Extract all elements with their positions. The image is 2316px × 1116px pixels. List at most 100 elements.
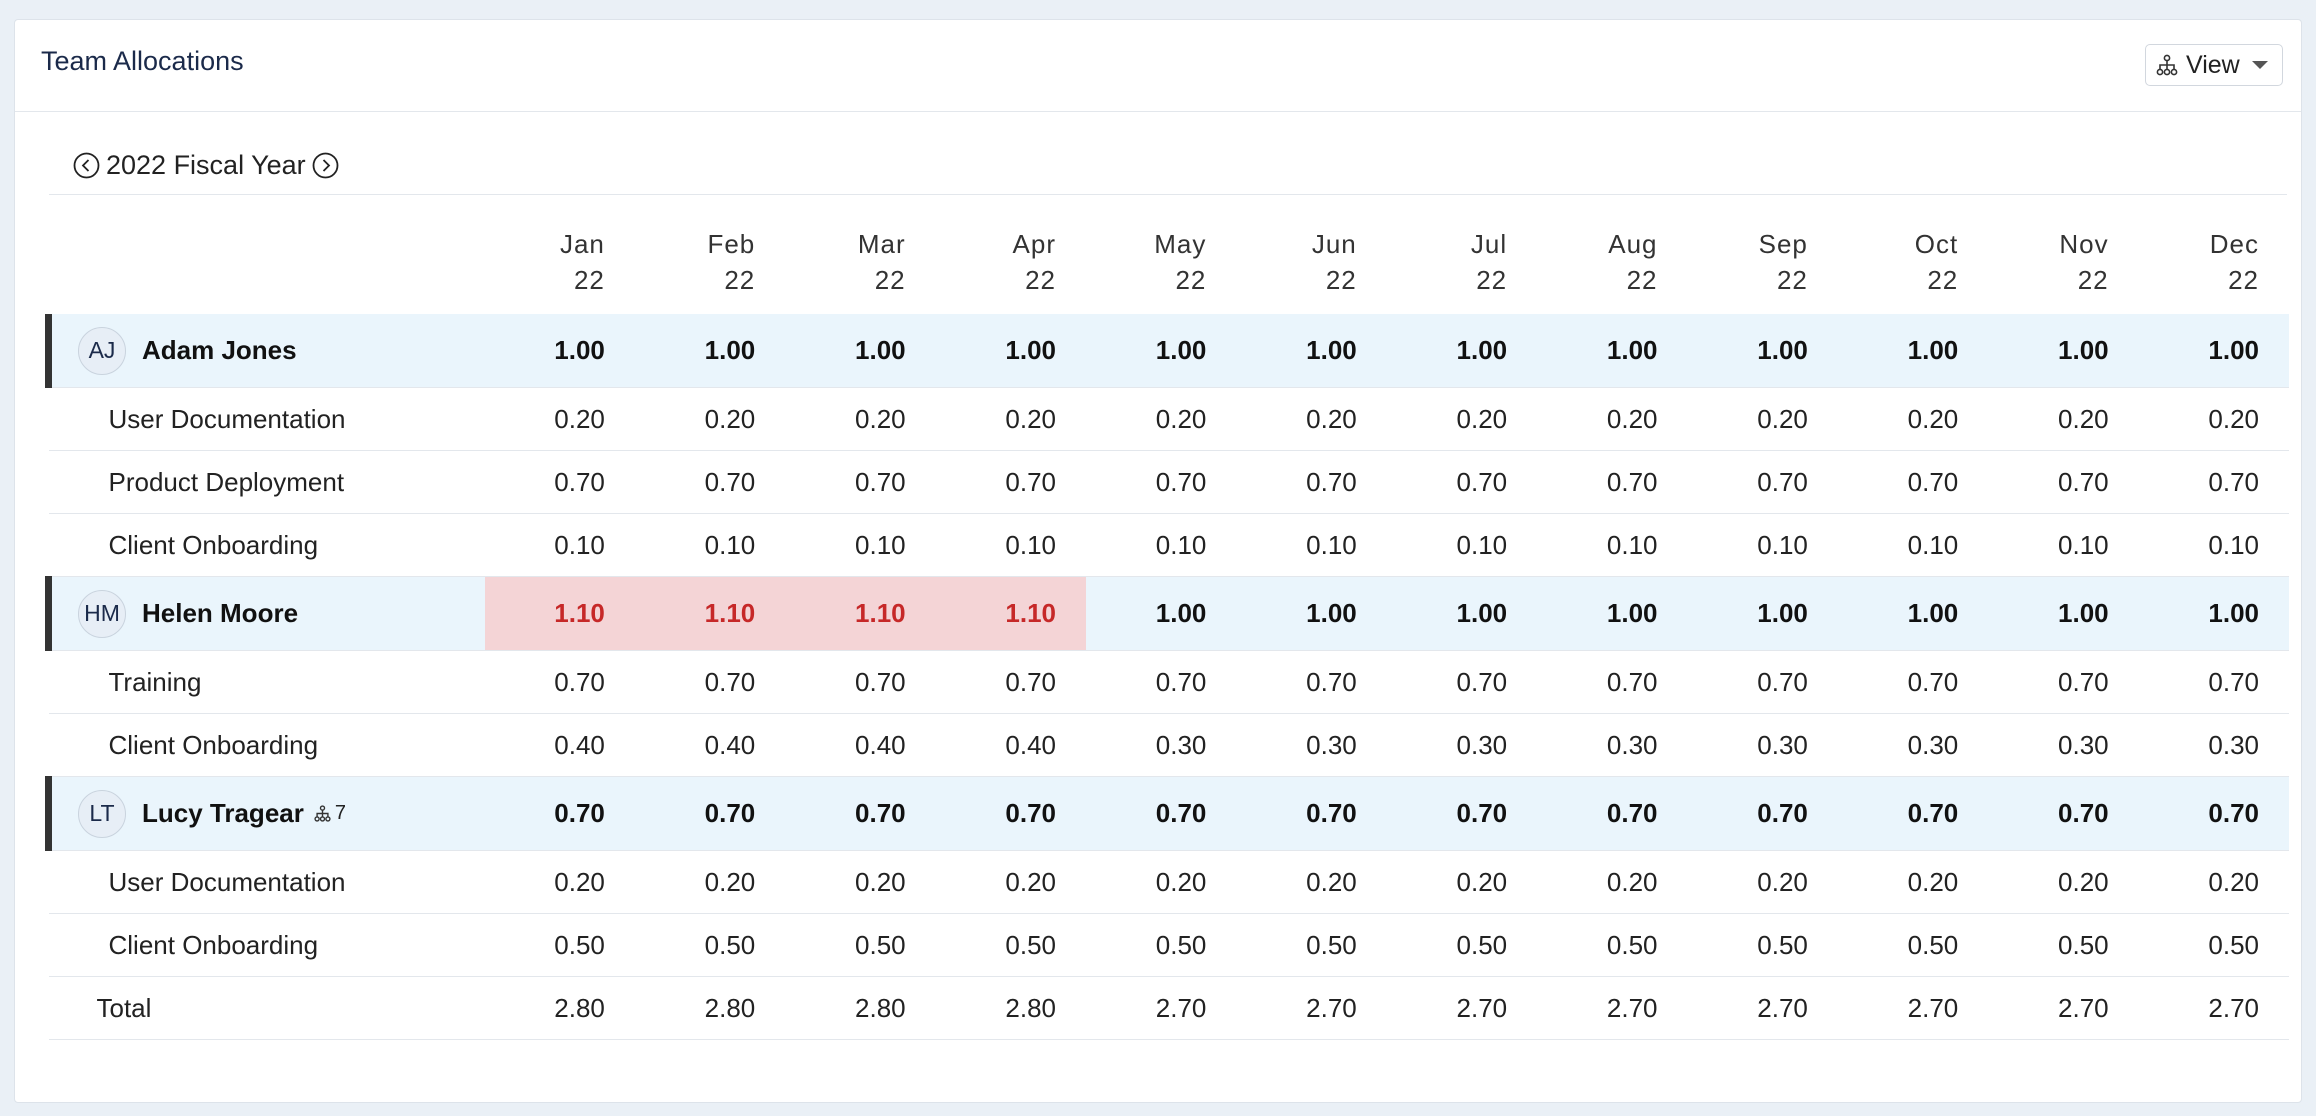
allocation-cell: 0.10 bbox=[1988, 513, 2139, 577]
person-total-cell: 0.70 bbox=[484, 776, 635, 851]
total-cell: 2.70 bbox=[1236, 976, 1387, 1040]
allocation-cell: 0.20 bbox=[2138, 850, 2289, 914]
allocation-cell: 0.70 bbox=[1837, 450, 1989, 514]
allocation-cell: 0.20 bbox=[1236, 387, 1387, 451]
allocation-cell: 0.20 bbox=[1988, 387, 2139, 451]
chevron-right-circle-icon[interactable] bbox=[312, 152, 339, 179]
person-total-cell: 0.70 bbox=[1236, 776, 1387, 851]
allocation-cell: 0.70 bbox=[484, 450, 635, 514]
allocation-cell: 0.20 bbox=[484, 387, 635, 451]
chevron-left-circle-icon[interactable] bbox=[73, 152, 100, 179]
month-name: Nov bbox=[2059, 229, 2109, 259]
person-name[interactable]: Lucy Tragear bbox=[142, 798, 304, 828]
month-year: 22 bbox=[1025, 265, 1056, 295]
month-year: 22 bbox=[2228, 265, 2259, 295]
month-year: 22 bbox=[874, 265, 906, 295]
total-label: Total bbox=[48, 976, 485, 1040]
person-total-cell: 0.70 bbox=[1386, 776, 1538, 851]
allocation-cell: 0.20 bbox=[634, 850, 786, 914]
month-year: 22 bbox=[2077, 265, 2109, 295]
person-total-cell: 1.10 bbox=[785, 576, 936, 651]
month-header-sep: Sep 22 bbox=[1688, 210, 1838, 314]
page-title: Team Allocations bbox=[41, 46, 244, 76]
allocation-cell: 0.30 bbox=[1837, 713, 1989, 777]
allocation-cell: 0.10 bbox=[785, 513, 936, 577]
person-total-cell: 1.00 bbox=[1837, 576, 1989, 651]
person-total-cell: 1.10 bbox=[634, 576, 786, 651]
person-name-wrap: LT Lucy Tragear 7 bbox=[78, 789, 455, 838]
allocation-cell: 0.20 bbox=[1086, 387, 1237, 451]
month-name: Jul bbox=[1470, 229, 1508, 259]
allocation-cell: 0.70 bbox=[1687, 650, 1838, 714]
project-row: Client Onboarding 0.40 0.40 0.40 0.40 0.30 0.3… bbox=[48, 713, 2289, 777]
person-name-wrap: AJ Adam Jones bbox=[78, 326, 455, 375]
view-button[interactable]: View bbox=[2145, 44, 2283, 86]
project-name: Training bbox=[48, 650, 485, 714]
total-cell: 2.70 bbox=[1837, 976, 1989, 1040]
person-total-cell: 1.00 bbox=[1236, 314, 1387, 388]
allocation-cell: 0.70 bbox=[634, 450, 786, 514]
direct-reports-count: 7 bbox=[334, 802, 346, 824]
allocation-cell: 0.20 bbox=[1537, 850, 1688, 914]
person-total-cell: 0.70 bbox=[2138, 776, 2289, 851]
month-year: 22 bbox=[1175, 265, 1207, 295]
allocation-cell: 0.70 bbox=[1086, 450, 1237, 514]
allocation-cell: 0.50 bbox=[634, 913, 786, 977]
allocation-cell: 0.30 bbox=[1236, 713, 1387, 777]
person-row[interactable]: LT Lucy Tragear 7 0.70 0.70 0.70 0.70 0.70 0.70… bbox=[45, 776, 2289, 851]
allocation-cell: 0.70 bbox=[935, 450, 1086, 514]
allocation-cell: 0.20 bbox=[1236, 850, 1387, 914]
month-year: 22 bbox=[1476, 265, 1508, 295]
allocation-cell: 0.10 bbox=[935, 513, 1086, 577]
month-name: Sep bbox=[1758, 229, 1808, 259]
month-year: 22 bbox=[1776, 265, 1808, 295]
total-cell: 2.70 bbox=[2138, 976, 2289, 1040]
allocation-cell: 0.20 bbox=[1386, 850, 1538, 914]
allocation-cell: 0.20 bbox=[1988, 850, 2139, 914]
project-name: Client Onboarding bbox=[48, 513, 485, 577]
month-header-jan: Jan 22 bbox=[485, 210, 635, 314]
person-row[interactable]: AJ Adam Jones 1.00 1.00 1.00 1.00 1.00 1.00 1.00… bbox=[45, 314, 2289, 388]
total-cell: 2.70 bbox=[1537, 976, 1688, 1040]
person-total-cell: 1.00 bbox=[484, 314, 635, 388]
allocation-cell: 0.10 bbox=[1236, 513, 1387, 577]
person-name-cell: LT Lucy Tragear 7 bbox=[45, 776, 485, 851]
month-name: Dec bbox=[2209, 229, 2259, 259]
allocation-cell: 0.70 bbox=[2138, 650, 2289, 714]
allocation-cell: 0.70 bbox=[1537, 650, 1688, 714]
allocation-cell: 0.70 bbox=[1837, 650, 1989, 714]
total-cell: 2.80 bbox=[484, 976, 635, 1040]
allocation-cell: 0.30 bbox=[1988, 713, 2139, 777]
allocation-cell: 0.20 bbox=[484, 850, 635, 914]
allocation-cell: 0.70 bbox=[785, 450, 936, 514]
person-total-cell: 0.70 bbox=[1537, 776, 1688, 851]
allocation-cell: 0.30 bbox=[2138, 713, 2289, 777]
person-name[interactable]: Helen Moore bbox=[142, 598, 299, 628]
person-name[interactable]: Adam Jones bbox=[142, 335, 297, 365]
month-header-may: May 22 bbox=[1086, 210, 1236, 314]
chevron-down-icon bbox=[2251, 61, 2268, 69]
org-chart-icon bbox=[314, 805, 331, 822]
allocation-cell: 0.20 bbox=[935, 387, 1086, 451]
person-row[interactable]: HM Helen Moore 1.10 1.10 1.10 1.10 1.00 1.00 1.0… bbox=[45, 576, 2289, 651]
month-name: Mar bbox=[857, 229, 906, 259]
avatar: LT bbox=[78, 789, 126, 838]
allocation-cell: 0.70 bbox=[1687, 450, 1838, 514]
allocation-cell: 0.20 bbox=[1687, 850, 1838, 914]
person-total-cell: 0.70 bbox=[1687, 776, 1838, 851]
person-total-cell: 1.00 bbox=[1687, 314, 1838, 388]
person-total-cell: 1.00 bbox=[1086, 314, 1237, 388]
person-total-cell: 1.00 bbox=[1236, 576, 1387, 651]
month-header-jul: Jul 22 bbox=[1387, 210, 1537, 314]
allocation-cell: 0.10 bbox=[1687, 513, 1838, 577]
total-cell: 2.80 bbox=[634, 976, 786, 1040]
allocation-cell: 0.10 bbox=[1537, 513, 1688, 577]
allocation-cell: 0.40 bbox=[484, 713, 635, 777]
allocation-cell: 0.70 bbox=[634, 650, 786, 714]
org-chart-icon bbox=[2156, 54, 2178, 76]
direct-reports-badge[interactable]: 7 bbox=[310, 802, 346, 825]
fiscal-year-label: 2022 Fiscal Year bbox=[106, 150, 306, 180]
person-total-cell: 0.70 bbox=[1988, 776, 2139, 851]
allocation-cell: 0.50 bbox=[785, 913, 936, 977]
project-row: Product Deployment 0.70 0.70 0.70 0.70 0.70 0.… bbox=[48, 450, 2289, 514]
